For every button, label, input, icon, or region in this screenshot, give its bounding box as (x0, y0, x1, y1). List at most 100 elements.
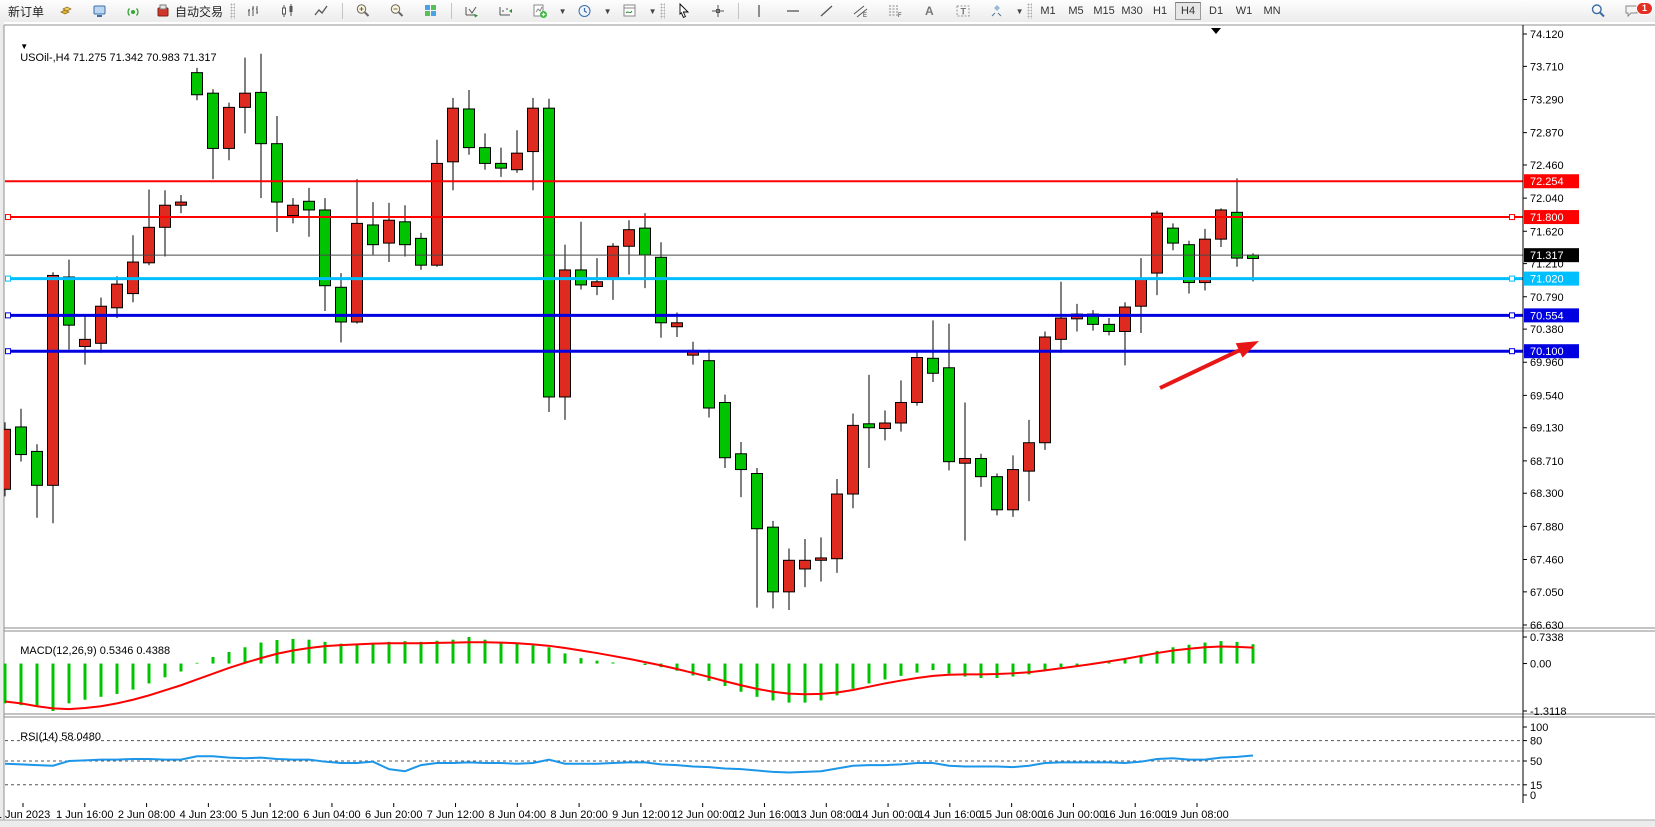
toolbar-drag-handle (660, 3, 666, 19)
rsi-pane[interactable] (4, 740, 1523, 786)
candle-up (751, 473, 763, 530)
candle-up (63, 276, 75, 326)
timeframe-h4-button[interactable]: H4 (1175, 2, 1202, 20)
macd-pane[interactable] (3, 637, 1255, 711)
candle-up (943, 367, 955, 463)
candle-up (927, 357, 939, 374)
candle-up (367, 224, 379, 246)
zoom-in-icon[interactable] (346, 1, 380, 21)
hline-marker[interactable] (5, 214, 11, 221)
candle-up (703, 360, 715, 409)
timeframe-d1-button[interactable]: D1 (1209, 5, 1224, 17)
timeframe-h1-button[interactable]: H1 (1153, 5, 1168, 17)
new-chart-icon-dropdown[interactable]: ▼ (558, 6, 567, 16)
profiles-icon-dropdown[interactable]: ▼ (603, 6, 612, 16)
price-tick-label: 70.790 (1530, 292, 1564, 304)
price-badge (1524, 271, 1579, 286)
chart-canvas[interactable]: 74.120 73.710 73.290 72.870 72.460 72.040 71.6… (0, 22, 1655, 827)
candle-up (255, 91, 267, 145)
candle-down (799, 559, 811, 570)
time-tick-label: 15 Jun 08:00 (980, 809, 1044, 821)
candle-up (335, 286, 347, 323)
arrow-annotation[interactable] (1159, 341, 1259, 390)
bar-chart-icon[interactable] (237, 1, 271, 21)
hline-marker[interactable] (5, 312, 11, 319)
channel-icon[interactable]: E (844, 1, 878, 21)
candle-up (863, 423, 875, 429)
autotrading-button[interactable]: 自动交易 (151, 1, 228, 21)
auto-scroll-icon[interactable] (455, 1, 489, 21)
time-tick-label: 14 Jun 16:00 (918, 809, 982, 821)
candle-up (415, 237, 427, 266)
price-badge (1524, 308, 1579, 323)
timeframe-m15-button[interactable]: M15 (1093, 5, 1115, 17)
new-order-button[interactable]: 新订单 (8, 4, 45, 19)
candle-up (303, 200, 315, 211)
hline-marker[interactable] (1509, 275, 1515, 282)
profiles-icon[interactable] (568, 1, 602, 21)
candle-down (4, 428, 11, 490)
price-tick-label: 74.120 (1530, 29, 1564, 41)
main-pane[interactable] (0, 53, 1259, 611)
chart-shift-marker[interactable] (1211, 28, 1221, 34)
text-icon[interactable]: A (912, 1, 946, 21)
hline-marker[interactable] (1509, 348, 1515, 355)
cursor-icon[interactable] (667, 1, 701, 21)
candle-up (767, 526, 779, 593)
price-badge (1524, 248, 1579, 263)
timeframe-m30-button[interactable]: M30 (1121, 5, 1143, 17)
timeframe-m5-button[interactable]: M5 (1068, 5, 1084, 17)
hline-marker[interactable] (1509, 312, 1515, 319)
zoom-out-icon[interactable] (380, 1, 414, 21)
symbol-dropdown-icon[interactable]: ▼ (20, 42, 29, 51)
time-tick-label: 5 Jun 12:00 (241, 809, 299, 821)
crosshair-icon[interactable] (701, 1, 735, 21)
time-tick-label: 14 Jun 00:00 (856, 809, 920, 821)
terminal-icon[interactable] (83, 1, 117, 21)
arrows-icon-dropdown[interactable]: ▼ (1015, 6, 1024, 16)
candle-up (399, 221, 411, 246)
line-chart-icon[interactable] (305, 1, 339, 21)
search-icon[interactable] (1581, 1, 1615, 21)
candle-down (895, 401, 907, 424)
candle-up (191, 72, 203, 96)
candlestick-icon[interactable] (271, 1, 305, 21)
timeframe-w1-button[interactable]: W1 (1235, 5, 1253, 17)
price-tick-label: 68.300 (1530, 488, 1564, 500)
price-badge-label: 71.800 (1530, 212, 1564, 224)
time-tick-label: 1 Jun 16:00 (56, 809, 114, 821)
timeframe-mn-button[interactable]: MN (1263, 5, 1281, 17)
arrows-icon[interactable] (980, 1, 1014, 21)
hline-marker[interactable] (1509, 214, 1515, 221)
svg-text:A: A (925, 4, 934, 18)
hline-marker[interactable] (5, 275, 11, 282)
trendline-icon[interactable] (810, 1, 844, 21)
chart-window[interactable]: 74.120 73.710 73.290 72.870 72.460 72.040 71.6… (0, 22, 1655, 827)
candle-down (1055, 317, 1067, 340)
horizontal-line-icon[interactable] (776, 1, 810, 21)
fibonacci-icon[interactable]: F (878, 1, 912, 21)
text-label-icon[interactable]: T (946, 1, 980, 21)
candle-down (815, 557, 827, 561)
hline-marker[interactable] (5, 348, 11, 355)
time-axis[interactable]: 1 Jun 2023 1 Jun 16:00 2 Jun 08:00 4 Jun 23… (0, 803, 1229, 821)
price-tick-label: 67.460 (1530, 555, 1564, 567)
time-tick-label: 16 Jun 00:00 (1042, 809, 1106, 821)
indicators-icon-dropdown[interactable]: ▼ (648, 6, 657, 16)
indicators-icon[interactable] (613, 1, 647, 21)
signals-icon[interactable] (117, 1, 151, 21)
new-chart-icon[interactable] (523, 1, 557, 21)
timeframe-m1-button[interactable]: M1 (1040, 5, 1056, 17)
price-tick-label: 73.290 (1530, 94, 1564, 106)
history-center-icon[interactable] (49, 1, 83, 21)
candle-up (319, 209, 331, 287)
chat-icon[interactable]: 1 (1615, 1, 1653, 21)
svg-text:F: F (898, 13, 902, 19)
chart-shift-icon[interactable] (489, 1, 523, 21)
candle-down (239, 92, 251, 108)
tile-windows-icon[interactable] (414, 1, 448, 21)
price-badge-label: 70.100 (1530, 346, 1564, 358)
rsi-line (4, 754, 1254, 774)
vertical-line-icon[interactable] (742, 1, 776, 21)
price-axis[interactable]: 74.120 73.710 73.290 72.870 72.460 72.040 71.6… (1523, 29, 1567, 802)
